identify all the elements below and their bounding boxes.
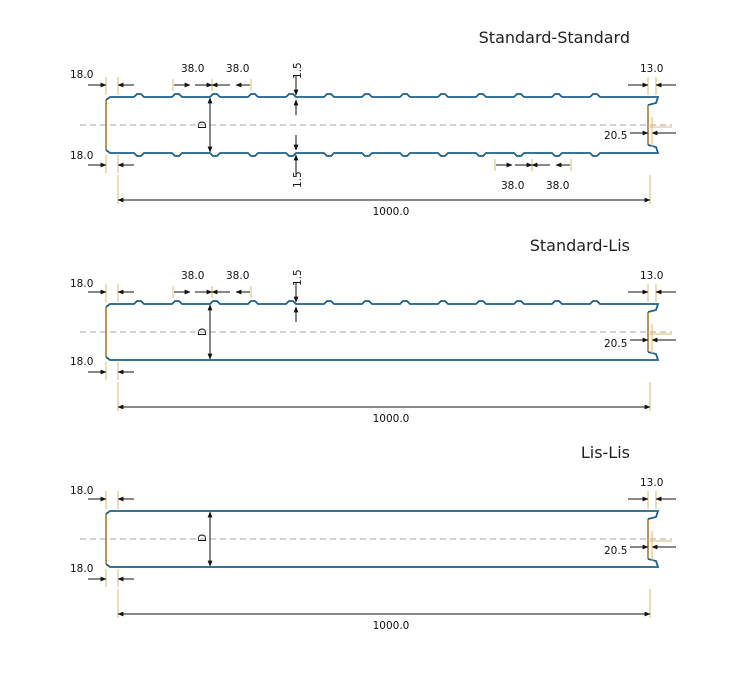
dim-left-top: 18.0 <box>70 69 93 81</box>
dim-width: 1000.0 <box>373 620 410 632</box>
dim-width: 1000.0 <box>373 413 410 425</box>
dim-thickness: D <box>197 121 209 129</box>
dim-right-top: 13.0 <box>640 270 663 282</box>
dim-right-top: 13.0 <box>640 63 663 75</box>
panel-outline <box>80 282 676 411</box>
dim-right-side: 20.5 <box>604 545 627 557</box>
section-lis-lis: Lis-Lis 18.0 18.0 13.0 20.5 D 1000.0 <box>70 443 676 632</box>
dim-left-bottom: 18.0 <box>70 356 93 368</box>
dim-rib-height-top: 1.5 <box>292 269 304 286</box>
dim-width: 1000.0 <box>373 206 410 218</box>
dim-rib-height-top: 1.5 <box>292 62 304 79</box>
dim-thickness: D <box>197 328 209 336</box>
panel-outline <box>80 75 676 204</box>
top-skin-line <box>105 510 660 520</box>
dim-rib-b: 38.0 <box>226 270 249 282</box>
top-skin-line <box>105 93 660 106</box>
dim-right-side: 20.5 <box>604 338 627 350</box>
section-title: Standard-Lis <box>530 236 630 255</box>
dim-right-side: 20.5 <box>604 130 627 142</box>
dim-rib-height-bottom: 1.5 <box>292 171 304 188</box>
dim-rib-d: 38.0 <box>546 180 569 192</box>
dimensions: 18.0 18.0 13.0 20.5 38.0 38.0 1.5 D 1000… <box>70 269 663 425</box>
top-skin-line <box>105 300 660 313</box>
bottom-skin-line <box>105 558 660 568</box>
dim-left-bottom: 18.0 <box>70 150 93 162</box>
section-title: Standard-Standard <box>479 28 630 47</box>
dim-thickness: D <box>197 534 209 542</box>
section-standard-standard: Standard-Standard 18.0 18.0 13.0 20.5 38… <box>70 28 676 218</box>
bottom-skin-line <box>105 351 660 361</box>
dimensions: 18.0 18.0 13.0 20.5 D 1000.0 <box>70 477 663 632</box>
dim-rib-a: 38.0 <box>181 270 204 282</box>
dim-rib-b: 38.0 <box>226 63 249 75</box>
dim-rib-c: 38.0 <box>501 180 524 192</box>
section-standard-lis: Standard-Lis 18.0 18.0 13.0 20.5 38.0 38… <box>70 236 676 425</box>
dim-rib-a: 38.0 <box>181 63 204 75</box>
section-title: Lis-Lis <box>581 443 630 462</box>
dim-left-top: 18.0 <box>70 278 93 290</box>
dim-left-top: 18.0 <box>70 485 93 497</box>
panel-outline <box>80 491 676 618</box>
dimensions: 18.0 18.0 13.0 20.5 38.0 38.0 38.0 38.0 … <box>70 62 663 218</box>
dim-right-top: 13.0 <box>640 477 663 489</box>
bottom-skin-line <box>105 144 660 157</box>
dim-left-bottom: 18.0 <box>70 563 93 575</box>
